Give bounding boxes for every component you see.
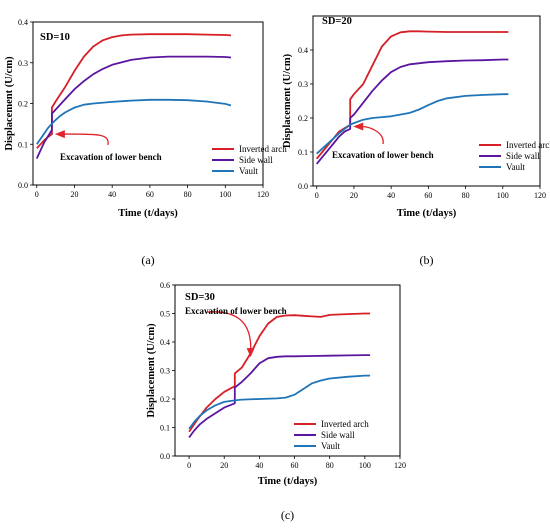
sd-label: SD=10 [40, 32, 70, 43]
legend-label-inverted-arch: Inverted arch [506, 140, 550, 150]
y-tick-label: 0.1 [298, 148, 308, 157]
x-tick-label: 80 [326, 461, 334, 470]
y-axis-title: Displacement (U/cm) [282, 53, 293, 148]
series-line-vault [188, 374, 371, 430]
annotation-arrowhead [54, 130, 65, 139]
x-axis-title: Time (t/days) [118, 208, 178, 219]
annotation-arrow [361, 125, 384, 145]
annotation-arrowhead [353, 122, 364, 131]
y-tick-label: 0.1 [160, 424, 170, 433]
x-tick-label: 80 [462, 191, 470, 200]
y-tick-label: 0.3 [18, 59, 28, 68]
x-tick-label: 0 [315, 191, 319, 200]
x-tick-label: 100 [219, 190, 231, 199]
y-tick-label: 0.4 [298, 46, 308, 55]
chart-panel-2: 0 20 40 60 80 100 120 0.0 0.1 0.2 0.3 0.4 Time (t/da… [282, 15, 550, 267]
annotation-text: Excavation of lower bench [332, 150, 434, 160]
x-tick-label: 20 [220, 461, 228, 470]
y-tick-label: 0.6 [160, 281, 170, 290]
x-tick-label: 100 [497, 191, 509, 200]
x-tick-label: 0 [187, 461, 191, 470]
y-tick-label: 0.4 [18, 18, 28, 27]
annotation-text: Excavation of lower bench [185, 306, 287, 316]
y-tick-label: 0.0 [298, 182, 308, 191]
y-tick-label: 0.4 [160, 338, 170, 347]
x-tick-label: 120 [534, 191, 546, 200]
chart-panel-3: 0 20 40 60 80 100 120 0.0 0.1 0.2 0.3 0.4 0.5 0.6 Time… [146, 281, 406, 522]
annotation-arrow [206, 311, 252, 354]
annotation-arrow [62, 133, 109, 146]
annotation-arrowhead [246, 348, 255, 358]
sd-label: SD=30 [185, 292, 215, 303]
legend-label-vault: Vault [239, 166, 258, 176]
y-tick-label: 0.1 [18, 140, 28, 149]
y-tick-label: 0.2 [18, 100, 28, 109]
series-line-inverted-arch [36, 33, 232, 149]
y-tick-label: 0.2 [298, 114, 308, 123]
y-tick-label: 0.3 [160, 367, 170, 376]
x-tick-label: 40 [387, 191, 395, 200]
legend-label-vault: Vault [506, 162, 525, 172]
x-tick-label: 60 [146, 190, 154, 199]
y-tick-label: 0.3 [298, 80, 308, 89]
legend-label-side-wall: Side wall [321, 430, 355, 440]
x-tick-label: 120 [394, 461, 406, 470]
series-line-inverted-arch [188, 312, 371, 433]
y-tick-label: 0.5 [160, 310, 170, 319]
x-tick-label: 40 [255, 461, 263, 470]
y-tick-label: 0.0 [160, 452, 170, 461]
series-line-side-wall [188, 354, 371, 439]
x-tick-label: 20 [350, 191, 358, 200]
y-axis-title: Displacement (U/cm) [4, 56, 15, 151]
x-axis-title: Time (t/days) [258, 476, 318, 487]
series-line-side-wall [35, 55, 232, 159]
x-tick-label: 40 [108, 190, 116, 199]
panel-label: (b) [420, 253, 434, 267]
x-tick-label: 60 [424, 191, 432, 200]
x-tick-label: 80 [184, 190, 192, 199]
sd-label: SD=20 [322, 16, 352, 27]
x-axis-title: Time (t/days) [397, 208, 457, 219]
chart-panel-1: 0 20 40 60 80 100 120 0.0 0.1 0.2 0.3 0.4 Time (t/da… [4, 18, 287, 267]
legend-label-inverted-arch: Inverted arch [239, 144, 287, 154]
x-tick-label: 60 [291, 461, 299, 470]
x-tick-label: 20 [70, 190, 78, 199]
y-tick-label: 0.2 [160, 395, 170, 404]
x-tick-label: 120 [257, 190, 269, 199]
annotation-text: Excavation of lower bench [60, 152, 162, 162]
series-line-side-wall [316, 58, 509, 165]
panel-label: (c) [281, 508, 294, 522]
legend-label-vault: Vault [321, 441, 340, 451]
series-line-vault [316, 93, 509, 155]
plot-frame [312, 15, 541, 187]
panel-label: (a) [141, 253, 154, 267]
series-line-vault [36, 98, 232, 145]
legend-label-inverted-arch: Inverted arch [321, 419, 369, 429]
legend-label-side-wall: Side wall [239, 155, 273, 165]
x-tick-label: 0 [35, 190, 39, 199]
legend-label-side-wall: Side wall [506, 151, 540, 161]
y-axis-title: Displacement (U/cm) [146, 323, 157, 418]
y-tick-label: 0.0 [18, 181, 28, 190]
x-tick-label: 100 [359, 461, 371, 470]
